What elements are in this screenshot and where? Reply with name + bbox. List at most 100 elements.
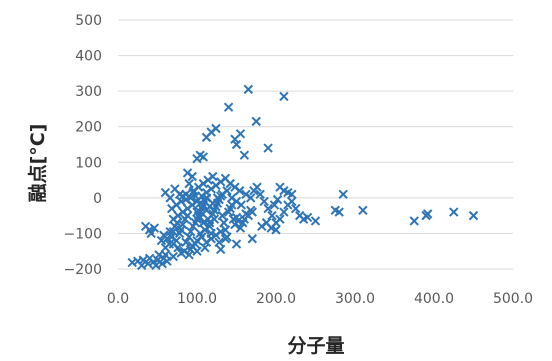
data-point — [181, 237, 191, 248]
data-point — [243, 84, 254, 95]
data-point — [247, 234, 258, 244]
x-tick-label: 100.0 — [177, 291, 217, 307]
data-point — [217, 210, 227, 221]
data-point — [263, 203, 273, 214]
data-point — [358, 205, 368, 216]
data-point — [279, 91, 289, 102]
y-tick-label: 500 — [75, 13, 102, 29]
data-point — [184, 250, 194, 260]
y-tick-label: 100 — [75, 155, 102, 171]
data-point — [269, 200, 280, 210]
data-point — [208, 171, 218, 182]
data-point — [184, 232, 194, 242]
y-tick-label: −200 — [64, 262, 102, 278]
data-point — [195, 198, 205, 208]
y-tick-labels: 500 400 300 200 100 0 −100 −200 — [64, 13, 102, 278]
data-point — [211, 123, 221, 134]
data-point — [209, 214, 220, 224]
data-point — [192, 246, 202, 256]
data-point — [173, 242, 183, 253]
data-point — [271, 225, 281, 235]
data-point — [176, 196, 186, 207]
data-point — [168, 226, 179, 237]
data-point — [239, 150, 250, 160]
data-point — [279, 207, 289, 217]
data-point — [149, 223, 160, 233]
data-point — [176, 225, 186, 235]
data-point — [200, 242, 210, 253]
data-point — [190, 191, 201, 201]
data-point — [247, 207, 258, 217]
data-point — [198, 152, 209, 162]
data-point — [263, 143, 273, 153]
data-point — [215, 226, 226, 237]
data-point — [267, 210, 277, 221]
data-point — [214, 237, 224, 248]
data-point — [220, 234, 231, 244]
data-point — [291, 203, 301, 214]
data-point — [146, 228, 156, 239]
data-point — [259, 196, 269, 207]
data-point — [422, 209, 433, 219]
x-tick-labels: 0.0 100.0 200.0 300.0 400.0 500.0 — [107, 291, 533, 307]
data-point — [215, 244, 226, 255]
data-point — [198, 218, 209, 228]
data-point — [222, 186, 232, 196]
data-point — [151, 260, 161, 271]
data-point — [165, 226, 175, 237]
y-tick-label: 200 — [75, 120, 102, 136]
data-point — [178, 219, 188, 230]
data-point — [251, 116, 261, 127]
data-point — [187, 171, 197, 182]
data-point — [171, 235, 182, 246]
y-tick-label: 400 — [75, 49, 102, 65]
data-point — [334, 207, 344, 217]
data-point — [143, 258, 153, 269]
data-point — [409, 216, 419, 226]
data-point — [287, 189, 297, 200]
x-tick-label: 500.0 — [493, 291, 533, 307]
data-point — [272, 194, 283, 205]
data-point — [338, 189, 348, 200]
data-point — [302, 212, 313, 223]
data-point — [275, 214, 285, 224]
data-point — [468, 210, 479, 221]
data-point — [156, 235, 167, 246]
data-point — [255, 189, 265, 200]
x-tick-label: 400.0 — [414, 291, 454, 307]
data-point — [223, 102, 234, 112]
data-point — [176, 248, 186, 258]
data-point — [246, 193, 256, 203]
data-point — [231, 239, 242, 249]
data-point — [234, 186, 245, 196]
data-point — [287, 196, 297, 207]
data-point — [235, 223, 246, 233]
data-point — [136, 260, 147, 271]
data-point — [310, 216, 321, 226]
data-point — [195, 212, 205, 223]
x-axis-title: 分子量 — [287, 335, 344, 357]
data-point — [219, 218, 229, 228]
data-point — [231, 139, 242, 150]
y-tick-label: 300 — [75, 84, 102, 100]
x-tick-label: 200.0 — [256, 291, 296, 307]
data-point — [192, 207, 202, 217]
x-tick-label: 300.0 — [335, 291, 375, 307]
data-point — [236, 200, 246, 210]
data-point — [160, 250, 171, 260]
x-tick-label: 0.0 — [107, 291, 129, 307]
data-point — [200, 225, 210, 235]
data-point — [184, 178, 194, 189]
y-axis-title: 融点[°C] — [27, 124, 49, 203]
data-point — [235, 129, 246, 139]
y-tick-label: −100 — [64, 226, 102, 242]
data-point — [157, 258, 167, 269]
data-point — [165, 193, 175, 203]
y-tick-label: 0 — [93, 191, 102, 207]
data-point — [185, 226, 196, 237]
data-point — [449, 207, 459, 217]
data-point — [178, 207, 188, 217]
data-point — [168, 251, 179, 262]
data-point — [190, 239, 201, 249]
